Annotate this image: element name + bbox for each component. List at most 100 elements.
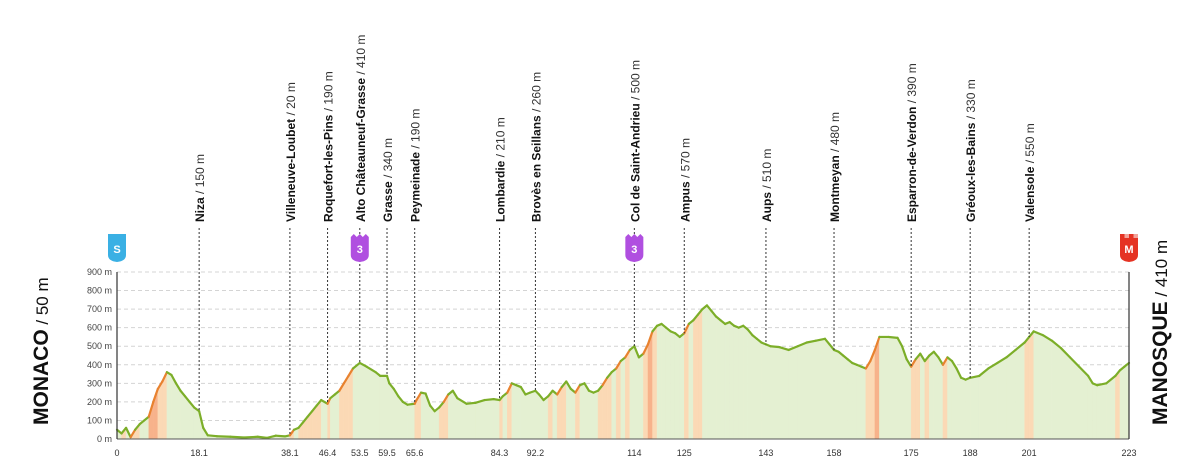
profile-segment [389,382,395,440]
profile-segment [652,325,658,440]
y-tick-label: 500 m [87,341,112,351]
profile-segment [588,390,594,440]
profile-segment [838,351,844,440]
waypoint-lines [198,228,1030,436]
svg-text:M: M [1124,244,1133,256]
waypoint-altitude: / 210 m [494,117,508,160]
profile-line-segment [306,410,314,418]
profile-segment [597,384,603,440]
profile-line-segment [347,367,355,378]
profile-line-segment [1114,369,1122,378]
profile-segment [756,338,762,440]
profile-line-segment [351,361,361,370]
profile-line-segment [519,385,527,396]
profile-line-segment [415,391,423,402]
profile-line-segment [887,335,899,339]
profile-line-segment [923,354,931,363]
profile-line-segment [1050,339,1063,350]
profile-segment [538,393,544,440]
profile-line-segment [506,382,513,394]
profile-line-segment [896,336,904,348]
profile-segment [897,337,903,440]
y-tick-label: 300 m [87,378,112,388]
finish-name: MANOSQUE / 410 m [1149,240,1172,425]
profile-segment [634,346,640,440]
waypoint-name: Niza / 150 m [193,154,207,222]
profile-segment [1042,334,1053,440]
profile-line-segment [338,382,346,392]
profile-line-segment [215,435,232,438]
profile-line-segment [156,380,164,390]
profile-segment [956,368,962,440]
profile-segment [1087,375,1093,440]
profile-segment [386,375,390,440]
profile-segment [870,349,876,440]
waypoint-label: Alto Châteauneuf-Grasse / 410 m [354,35,368,222]
profile-line-segment [229,435,246,439]
profile-segment [1006,349,1016,440]
waypoint-name: Roquefort-les-Pins / 190 m [322,71,336,222]
profile-segment [499,395,503,440]
profile-line-segment [256,435,268,439]
profile-segment [1106,375,1116,440]
x-tick-label: 84.3 [491,448,509,458]
waypoint-place: Ampus [678,181,692,222]
profile-segment [180,390,186,440]
profile-segment [1060,347,1071,440]
profile-line-segment [1014,341,1026,352]
profile-segment [720,319,726,440]
profile-segment [842,355,848,440]
start-name: MONACO / 50 m [30,277,53,425]
profile-line-segment [174,382,182,392]
profile-line-segment [342,374,350,385]
waypoint-altitude: / 480 m [828,112,842,155]
profile-segment [606,371,612,440]
profile-line-segment [547,389,554,398]
waypoint-place: Villeneuve-Loubet [284,119,298,222]
profile-line-segment [483,398,495,402]
waypoint-label: Grasse / 340 m [381,138,395,222]
waypoint-altitude: / 190 m [409,109,423,152]
waypoint-place: Valensole [1023,166,1037,222]
waypoint-place: Aups [760,192,774,222]
profile-segment [334,390,340,440]
profile-segment [947,356,953,440]
profile-segment [566,380,572,440]
x-tick-label: 201 [1022,448,1037,458]
waypoint-altitude: / 500 m [628,60,642,103]
profile-segment [674,332,680,440]
start-label: MONACO / 50 m [30,277,53,425]
profile-segment [321,399,328,440]
profile-line-segment [864,359,872,370]
start-altitude: / 50 m [33,277,52,329]
profile-line-segment [188,400,196,409]
y-tick-label: 400 m [87,360,112,370]
profile-line-segment [537,393,545,402]
waypoint-label: Niza / 150 m [193,154,207,222]
profile-line-segment [456,397,468,405]
x-tick-label: 175 [904,448,919,458]
profile-segment [747,328,753,440]
profile-segment [466,402,476,440]
x-tick-label: 0 [114,448,119,458]
profile-segment [770,346,780,440]
waypoint-name: Brovès en Seillans / 260 m [529,72,543,222]
profile-line-segment [565,380,572,390]
profile-line-segment [385,374,391,385]
profile-segment [434,407,440,440]
profile-line-segment [406,402,416,406]
profile-line-segment [134,423,141,431]
profile-segment [988,362,998,440]
x-tick-label: 114 [627,448,641,458]
y-tick-label: 200 m [87,397,112,407]
profile-segment [629,345,635,440]
profile-segment [888,336,898,440]
profile-segment [874,336,880,440]
profile-line-segment [265,434,277,439]
waypoint-name: Grasse / 340 m [381,138,395,222]
profile-line-segment [910,358,917,368]
profile-segment [584,382,590,440]
profile-area [115,304,1131,440]
profile-line-segment [1028,330,1035,339]
profile-line-segment [388,382,395,390]
